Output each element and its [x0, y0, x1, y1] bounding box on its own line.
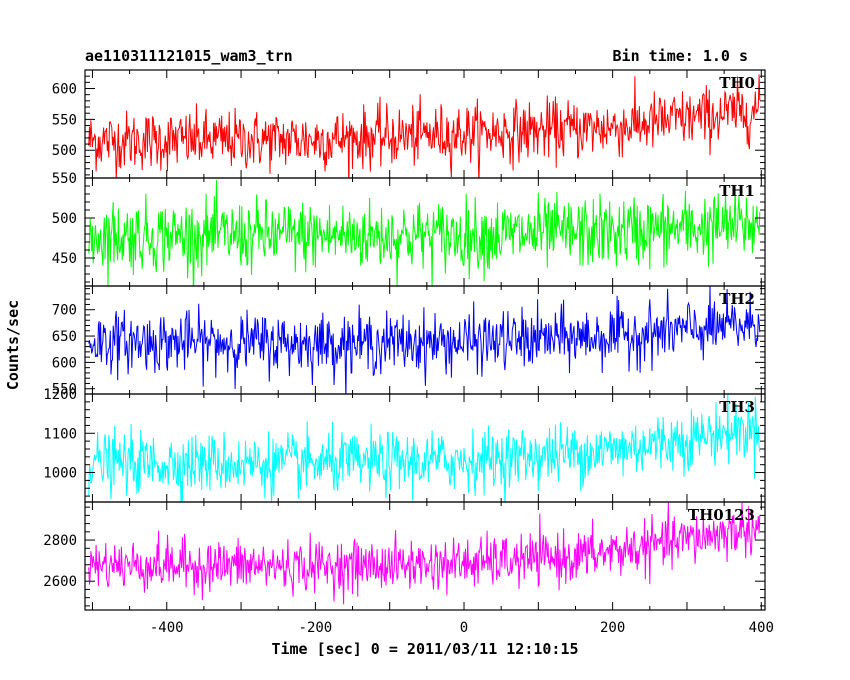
series-th3 [88, 394, 761, 502]
x-tick-label: 200 [600, 620, 625, 636]
y-tick-label: 1100 [43, 426, 77, 442]
series-th1 [88, 179, 761, 286]
y-tick-label: 500 [52, 211, 77, 227]
x-axis: -400 -200 0 200 400 [150, 620, 774, 636]
y-tick-label: 550 [52, 382, 77, 398]
y-tick-label: 550 [52, 112, 77, 128]
panels-group: 500 550 600 TH0 450 500 550 TH1 550 600 650 700 TH2 1… [43, 69, 766, 611]
x-tick-label: 400 [749, 620, 774, 636]
y-tick-label: 2800 [43, 533, 77, 549]
x-tick-label: 0 [460, 620, 468, 636]
x-axis-label: Time [sec] 0 = 2011/03/11 12:10:15 [271, 640, 578, 658]
y-tick-label: 1000 [43, 466, 77, 482]
y-tick-label: 650 [52, 329, 77, 345]
panel-th3: 1000 1100 1200 TH3 [43, 387, 766, 503]
panel-th1: 450 500 550 TH1 [52, 171, 766, 287]
panel-frame [84, 393, 766, 503]
x-tick-label: -200 [299, 620, 333, 636]
panel-label-th1: TH1 [719, 182, 755, 200]
panel-label-th0123: TH0123 [688, 506, 755, 524]
panel-th0: 500 550 600 TH0 [52, 69, 766, 179]
y-tick-label: 500 [52, 143, 77, 159]
series-th2 [88, 286, 761, 394]
series-th0 [88, 74, 761, 178]
y-axis-label: Counts/sec [4, 300, 22, 390]
series-th0123 [88, 502, 761, 605]
panel-th2: 550 600 650 700 TH2 [52, 285, 766, 398]
y-tick-label: 600 [52, 355, 77, 371]
y-tick-label: 450 [52, 251, 77, 267]
panel-frame [84, 501, 766, 611]
x-tick-label: -400 [150, 620, 184, 636]
panel-label-th2: TH2 [719, 290, 755, 308]
y-tick-label: 700 [52, 303, 77, 319]
panel-th0123: 2600 2800 TH0123 [43, 501, 766, 611]
bin-time-label: Bin time: 1.0 s [613, 47, 748, 65]
panel-label-th3: TH3 [719, 398, 755, 416]
chart-title: ae110311121015_wam3_trn [85, 47, 293, 65]
panel-label-th0: TH0 [719, 74, 755, 92]
y-tick-label: 600 [52, 82, 77, 98]
y-tick-label: 2600 [43, 574, 77, 590]
y-tick-label: 550 [52, 171, 77, 187]
y-tick-label: 1200 [43, 387, 77, 403]
